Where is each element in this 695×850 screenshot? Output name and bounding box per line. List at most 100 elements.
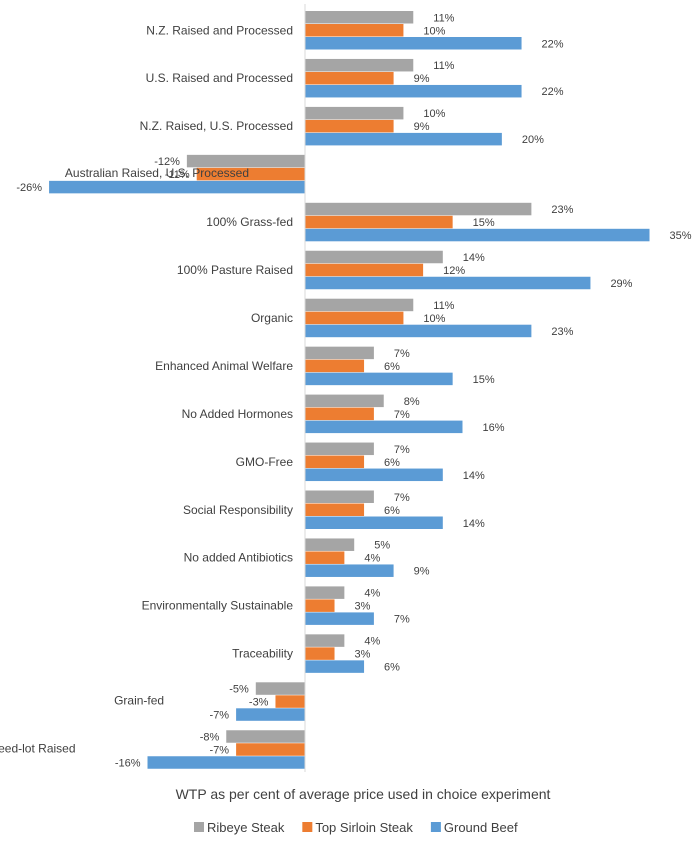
category-label-traceability: Traceability: [232, 647, 293, 661]
data-label-ribeye-steak-organic: 11%: [433, 300, 454, 312]
bar-ground-beef-feed-lot-raised: [147, 756, 305, 769]
bar-ribeye-steak-n-z-raised-and-processed: [305, 11, 414, 24]
data-label-top-sirloin-steak-organic: 10%: [423, 313, 445, 325]
category-label-u-s-raised-and-processed: U.S. Raised and Processed: [146, 71, 293, 85]
data-label-ribeye-steak-traceability: 4%: [364, 636, 380, 648]
data-label-ribeye-steak-grain-fed: -5%: [229, 684, 249, 696]
bar-ground-beef-organic: [305, 324, 532, 338]
category-label-feed-lot-raised: Feed-lot Raised: [0, 742, 76, 756]
bar-ribeye-steak-feed-lot-raised: [226, 730, 305, 743]
data-label-top-sirloin-steak-no-added-antibiotics: 4%: [364, 553, 380, 565]
x-axis-title: WTP as per cent of average price used in…: [176, 786, 551, 802]
bar-ribeye-steak-organic: [305, 298, 414, 312]
legend: Ribeye Steak Top Sirloin Steak Ground Beef: [194, 820, 518, 835]
data-label-top-sirloin-steak-social-responsibility: 6%: [384, 505, 400, 517]
data-label-ribeye-steak-feed-lot-raised: -8%: [200, 732, 220, 744]
category-label-enhanced-animal-welfare: Enhanced Animal Welfare: [155, 359, 293, 373]
bar-ribeye-steak-100-grass-fed: [305, 202, 532, 216]
bar-top-sirloin-steak-environmentally-sustainable: [305, 599, 335, 612]
bar-top-sirloin-steak-social-responsibility: [305, 503, 365, 516]
bar-top-sirloin-steak-n-z-raised-u-s-processed: [305, 119, 394, 133]
bar-ribeye-steak-grain-fed: [255, 682, 305, 695]
data-label-ground-beef-n-z-raised-and-processed: 22%: [542, 38, 564, 50]
bar-ground-beef-100-pasture-raised: [305, 276, 591, 290]
category-label-n-z-raised-u-s-processed: N.Z. Raised, U.S. Processed: [140, 119, 293, 133]
labels-layer: 11%10%22%N.Z. Raised and Processed11%9%2…: [0, 12, 692, 769]
legend-label-ground-beef: Ground Beef: [444, 820, 518, 835]
bars-layer: [49, 11, 650, 769]
data-label-ground-beef-organic: 23%: [551, 326, 573, 338]
bar-top-sirloin-steak-u-s-raised-and-processed: [305, 71, 394, 85]
category-label-no-added-antibiotics: No added Antibiotics: [184, 551, 293, 565]
category-label-organic: Organic: [251, 311, 293, 325]
data-label-top-sirloin-steak-feed-lot-raised: -7%: [210, 745, 230, 757]
bar-ground-beef-traceability: [305, 660, 365, 673]
bar-top-sirloin-steak-feed-lot-raised: [236, 743, 305, 756]
bar-ribeye-steak-100-pasture-raised: [305, 250, 443, 264]
bar-ribeye-steak-n-z-raised-u-s-processed: [305, 106, 404, 120]
bar-ribeye-steak-enhanced-animal-welfare: [305, 346, 374, 360]
bar-top-sirloin-steak-gmo-free: [305, 455, 365, 469]
data-label-top-sirloin-steak-n-z-raised-u-s-processed: 9%: [414, 121, 430, 133]
bar-ground-beef-n-z-raised-u-s-processed: [305, 132, 502, 146]
bar-ground-beef-social-responsibility: [305, 516, 443, 529]
bar-ribeye-steak-traceability: [305, 634, 345, 647]
bar-ribeye-steak-u-s-raised-and-processed: [305, 58, 414, 72]
data-label-ground-beef-u-s-raised-and-processed: 22%: [542, 86, 564, 98]
data-label-ribeye-steak-environmentally-sustainable: 4%: [364, 588, 380, 600]
bar-top-sirloin-steak-grain-fed: [275, 695, 305, 708]
data-label-top-sirloin-steak-environmentally-sustainable: 3%: [355, 601, 371, 613]
data-label-ribeye-steak-100-pasture-raised: 14%: [463, 252, 485, 264]
data-label-ribeye-steak-100-grass-fed: 23%: [551, 204, 573, 216]
bar-ribeye-steak-no-added-antibiotics: [305, 538, 355, 551]
bar-ribeye-steak-environmentally-sustainable: [305, 586, 345, 599]
data-label-ground-beef-australian-raised-u-s-processed: -26%: [16, 182, 42, 194]
data-label-ground-beef-no-added-hormones: 16%: [482, 422, 504, 434]
data-label-ground-beef-environmentally-sustainable: 7%: [394, 614, 410, 626]
bar-ground-beef-u-s-raised-and-processed: [305, 84, 522, 98]
data-label-ribeye-steak-no-added-hormones: 8%: [404, 396, 420, 408]
bar-ground-beef-no-added-antibiotics: [305, 564, 394, 577]
category-label-n-z-raised-and-processed: N.Z. Raised and Processed: [146, 23, 293, 37]
bar-top-sirloin-steak-australian-raised-u-s-processed: [196, 167, 305, 181]
category-label-100-pasture-raised: 100% Pasture Raised: [177, 263, 293, 277]
data-label-ground-beef-100-pasture-raised: 29%: [610, 278, 632, 290]
bar-top-sirloin-steak-n-z-raised-and-processed: [305, 24, 404, 37]
data-label-top-sirloin-steak-100-grass-fed: 15%: [473, 217, 495, 229]
data-label-ribeye-steak-no-added-antibiotics: 5%: [374, 540, 390, 552]
bar-top-sirloin-steak-no-added-antibiotics: [305, 551, 345, 564]
bar-ground-beef-n-z-raised-and-processed: [305, 37, 522, 50]
data-label-top-sirloin-steak-traceability: 3%: [355, 649, 371, 661]
data-label-ground-beef-enhanced-animal-welfare: 15%: [473, 374, 495, 386]
data-label-ground-beef-no-added-antibiotics: 9%: [414, 566, 430, 578]
data-label-ground-beef-n-z-raised-u-s-processed: 20%: [522, 134, 544, 146]
bar-ground-beef-100-grass-fed: [305, 228, 650, 242]
data-label-ribeye-steak-australian-raised-u-s-processed: -12%: [154, 156, 180, 168]
category-label-100-grass-fed: 100% Grass-fed: [206, 215, 293, 229]
data-label-ground-beef-100-grass-fed: 35%: [670, 230, 692, 242]
data-label-ground-beef-gmo-free: 14%: [463, 470, 485, 482]
legend-swatch-ribeye-steak: [194, 822, 204, 832]
category-label-environmentally-sustainable: Environmentally Sustainable: [142, 599, 294, 613]
bar-ground-beef-grain-fed: [236, 708, 305, 721]
data-label-top-sirloin-steak-u-s-raised-and-processed: 9%: [414, 73, 430, 85]
data-label-ribeye-steak-enhanced-animal-welfare: 7%: [394, 348, 410, 360]
category-label-australian-raised-u-s-processed: Australian Raised, U.S. Processed: [65, 166, 249, 180]
data-label-ground-beef-social-responsibility: 14%: [463, 518, 485, 530]
bar-ribeye-steak-social-responsibility: [305, 490, 374, 503]
bar-top-sirloin-steak-100-pasture-raised: [305, 263, 424, 277]
bar-top-sirloin-steak-enhanced-animal-welfare: [305, 359, 365, 373]
bar-top-sirloin-steak-no-added-hormones: [305, 407, 374, 421]
legend-label-ribeye-steak: Ribeye Steak: [207, 820, 285, 835]
data-label-top-sirloin-steak-n-z-raised-and-processed: 10%: [423, 25, 445, 37]
bar-ribeye-steak-no-added-hormones: [305, 394, 384, 408]
data-label-ground-beef-grain-fed: -7%: [210, 710, 230, 722]
data-label-top-sirloin-steak-enhanced-animal-welfare: 6%: [384, 361, 400, 373]
category-label-social-responsibility: Social Responsibility: [183, 503, 293, 517]
legend-swatch-top-sirloin-steak: [302, 822, 313, 832]
data-label-top-sirloin-steak-grain-fed: -3%: [249, 697, 269, 709]
data-label-top-sirloin-steak-100-pasture-raised: 12%: [443, 265, 465, 277]
data-label-top-sirloin-steak-australian-raised-u-s-processed: -11%: [165, 169, 190, 181]
bar-top-sirloin-steak-traceability: [305, 647, 335, 660]
